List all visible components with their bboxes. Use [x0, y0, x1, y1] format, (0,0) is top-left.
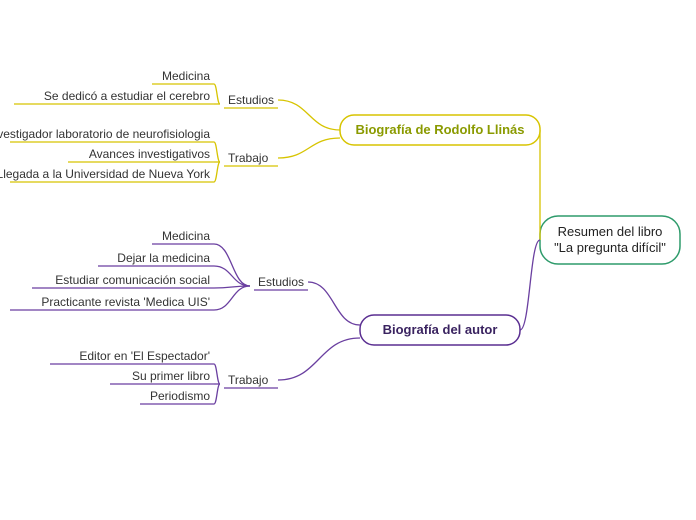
svg-text:Biografía del autor: Biografía del autor	[383, 322, 498, 337]
svg-text:Estudiar comunicación social: Estudiar comunicación social	[55, 273, 210, 287]
svg-text:Se dedicó a estudiar el cerebr: Se dedicó a estudiar el cerebro	[44, 89, 210, 103]
svg-text:Investigador laboratorio de ne: Investigador laboratorio de neurofisiolo…	[0, 127, 210, 141]
svg-text:Dejar la medicina: Dejar la medicina	[117, 251, 210, 265]
svg-text:Avances investigativos: Avances investigativos	[89, 147, 210, 161]
svg-text:Resumen del libro: Resumen del libro	[558, 224, 663, 239]
svg-text:Medicina: Medicina	[162, 69, 210, 83]
svg-text:Biografía de Rodolfo Llinás: Biografía de Rodolfo Llinás	[355, 122, 524, 137]
svg-text:Estudios: Estudios	[258, 275, 304, 289]
svg-text:"La pregunta difícil": "La pregunta difícil"	[554, 240, 666, 255]
svg-text:Medicina: Medicina	[162, 229, 210, 243]
svg-text:Llegada a la Universidad de Nu: Llegada a la Universidad de Nueva York	[0, 167, 211, 181]
svg-text:Editor en 'El Espectador': Editor en 'El Espectador'	[79, 349, 210, 363]
svg-text:Periodismo: Periodismo	[150, 389, 210, 403]
svg-text:Estudios: Estudios	[228, 93, 274, 107]
svg-text:Su primer libro: Su primer libro	[132, 369, 210, 383]
svg-text:Trabajo: Trabajo	[228, 373, 269, 387]
mindmap-canvas: Resumen del libro"La pregunta difícil" Bi…	[0, 0, 696, 520]
svg-text:Trabajo: Trabajo	[228, 151, 269, 165]
svg-text:Practicante revista 'Medica UI: Practicante revista 'Medica UIS'	[41, 295, 210, 309]
